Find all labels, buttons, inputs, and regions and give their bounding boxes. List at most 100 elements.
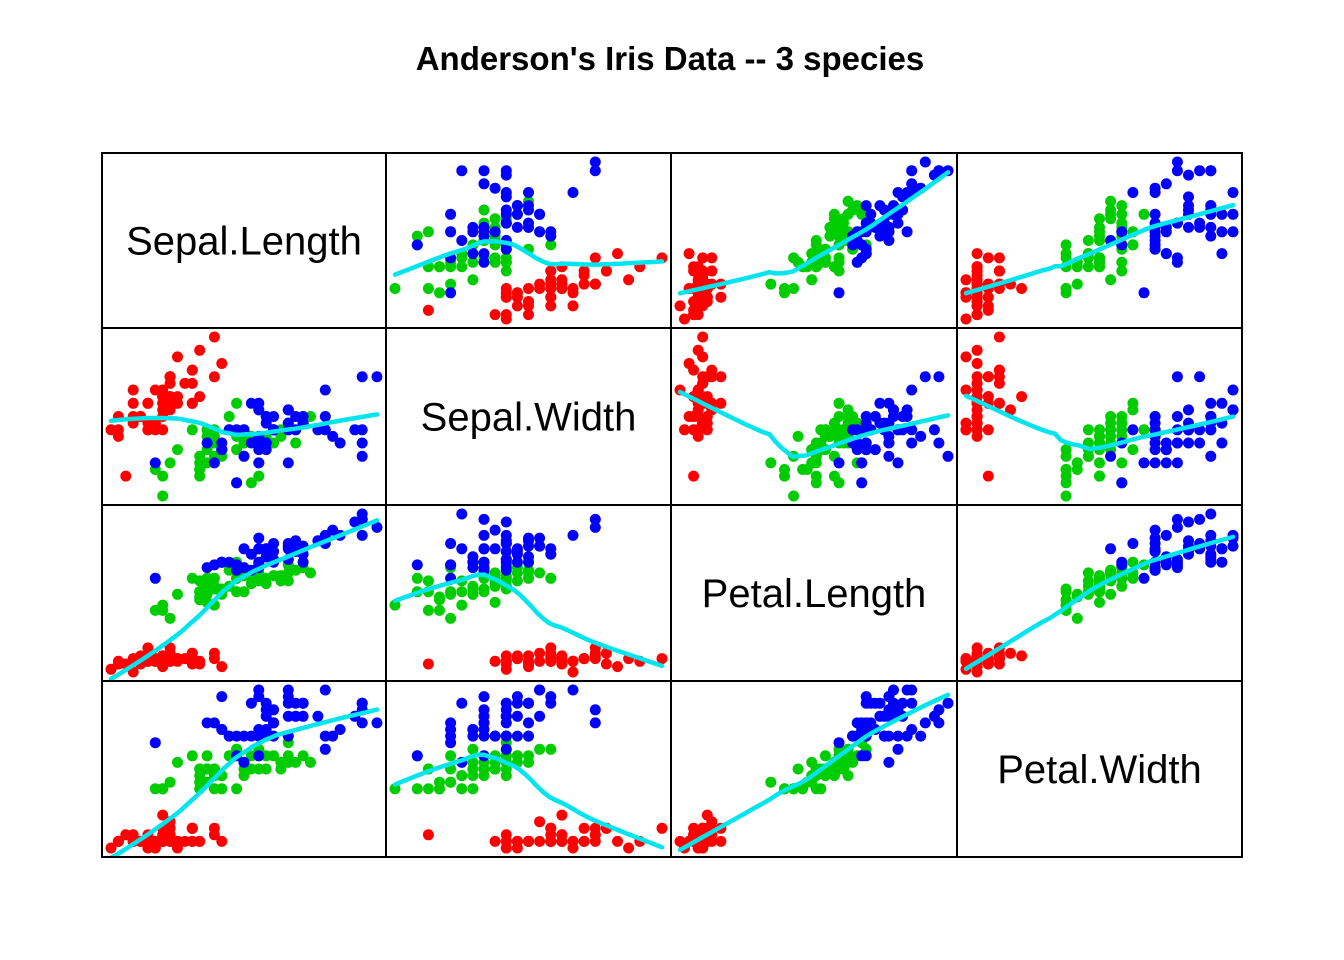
data-point: [901, 187, 913, 198]
data-point: [883, 450, 895, 462]
data-point: [971, 377, 983, 389]
data-point: [1116, 556, 1128, 568]
data-point: [874, 200, 886, 212]
data-point: [1060, 470, 1072, 482]
data-point: [833, 737, 845, 749]
data-point: [422, 783, 434, 795]
data-point: [297, 750, 309, 762]
data-point: [511, 300, 523, 312]
data-point: [915, 730, 927, 742]
data-point: [500, 516, 512, 528]
data-point: [1060, 450, 1072, 462]
data-point: [567, 684, 579, 696]
data-point: [422, 829, 434, 841]
data-point: [534, 208, 546, 220]
data-point: [434, 783, 445, 795]
data-point: [523, 697, 534, 709]
data-point: [467, 580, 479, 592]
data-point: [1138, 208, 1150, 220]
data-point: [434, 287, 445, 299]
data-point: [411, 572, 423, 584]
data-point: [1171, 156, 1183, 168]
data-point: [164, 397, 176, 409]
data-point: [1005, 647, 1016, 659]
data-point: [578, 835, 590, 847]
data-point: [1183, 191, 1194, 203]
data-point: [157, 470, 169, 482]
data-point: [478, 724, 490, 735]
data-point: [356, 717, 368, 729]
data-point: [201, 562, 213, 574]
data-point: [445, 559, 457, 571]
data-point: [489, 524, 501, 536]
panel-Petal.Length-vs-Petal.Width: [956, 504, 1243, 682]
data-point: [701, 809, 713, 821]
data-point: [589, 717, 601, 729]
data-point: [208, 647, 220, 659]
data-point: [1105, 424, 1117, 436]
data-point: [706, 252, 718, 264]
data-point: [319, 411, 331, 422]
data-point: [1171, 513, 1183, 525]
data-point: [489, 213, 501, 225]
data-point: [1183, 404, 1194, 416]
data-point: [511, 543, 523, 555]
data-point: [1194, 437, 1206, 449]
data-point: [149, 572, 161, 584]
data-point: [874, 230, 886, 242]
data-point: [1183, 221, 1194, 233]
data-point: [1094, 230, 1105, 242]
data-point: [478, 165, 490, 177]
data-point: [305, 756, 316, 768]
data-point: [319, 684, 331, 696]
data-point: [356, 513, 368, 525]
data-point: [545, 822, 557, 834]
data-point: [260, 417, 272, 429]
data-point: [545, 265, 557, 277]
data-point: [186, 822, 198, 834]
data-point: [1105, 543, 1117, 555]
data-point: [874, 397, 886, 409]
data-point: [982, 304, 994, 316]
data-point: [878, 221, 890, 233]
data-point: [500, 165, 512, 177]
data-point: [157, 655, 169, 667]
data-point: [172, 444, 183, 456]
data-point: [892, 730, 904, 742]
data-point: [815, 783, 827, 795]
data-point: [1116, 256, 1128, 268]
data-point: [1071, 261, 1083, 273]
data-point: [282, 710, 294, 722]
data-point: [172, 842, 183, 854]
data-point: [500, 770, 512, 782]
data-point: [906, 424, 918, 436]
data-point: [179, 835, 191, 847]
data-point: [715, 371, 727, 383]
data-point: [556, 829, 568, 841]
data-point: [297, 710, 309, 722]
data-point: [478, 178, 490, 190]
data-point: [356, 529, 368, 541]
data-point: [960, 655, 972, 667]
data-point: [282, 457, 294, 469]
data-point: [500, 291, 512, 303]
data-point: [1171, 562, 1183, 574]
data-point: [674, 300, 686, 312]
data-point: [1194, 165, 1206, 177]
data-point: [1116, 580, 1128, 592]
data-point: [445, 586, 457, 598]
data-point: [545, 572, 557, 584]
data-point: [869, 444, 881, 456]
data-point: [245, 477, 257, 489]
data-point: [208, 583, 220, 595]
data-point: [545, 835, 557, 847]
data-point: [906, 384, 918, 396]
data-point: [833, 397, 845, 409]
data-point: [422, 575, 434, 587]
data-point: [120, 829, 132, 841]
data-point: [567, 842, 579, 854]
data-point: [567, 655, 579, 667]
smoother-line: [108, 412, 380, 437]
data-point: [860, 243, 872, 255]
data-point: [164, 457, 176, 469]
